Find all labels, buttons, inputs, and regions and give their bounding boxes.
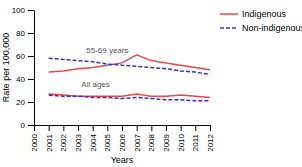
- legend-entry: Indigenous: [220, 9, 287, 19]
- y-tick-mark: [28, 102, 34, 103]
- x-tick-mark: [78, 125, 79, 131]
- x-tick-mark: [151, 125, 152, 131]
- x-tick: 2003: [74, 125, 83, 152]
- y-tick: 100: [12, 6, 34, 15]
- y-tick-mark: [28, 10, 34, 11]
- x-tick-label: 2010: [177, 133, 186, 151]
- legend-swatch: [220, 27, 238, 29]
- y-axis-line: [28, 11, 35, 126]
- x-tick: 2001: [45, 125, 54, 152]
- x-tick-mark: [166, 125, 167, 131]
- y-tick-mark: [28, 33, 34, 34]
- x-tick: 2007: [133, 125, 142, 152]
- x-tick-label: 2002: [59, 133, 68, 151]
- y-axis: 0 20 40 60 80 100: [12, 6, 35, 130]
- x-tick-label: 2007: [133, 133, 142, 151]
- y-tick-label: 20: [16, 98, 25, 107]
- y-tick-label: 100: [12, 6, 26, 15]
- x-tick-mark: [93, 125, 94, 131]
- annotations: 55-69 years All ages: [81, 46, 128, 90]
- x-axis-title: Years: [111, 155, 134, 165]
- x-tick: 2008: [147, 125, 156, 152]
- y-tick-label: 60: [16, 52, 25, 61]
- x-tick: 2004: [89, 125, 98, 152]
- x-tick-label: 2003: [74, 133, 83, 151]
- legend-entry: Non-indigenous: [220, 23, 302, 33]
- x-tick-mark: [49, 125, 50, 131]
- x-tick-label: 2004: [89, 133, 98, 151]
- lines: [49, 55, 210, 101]
- x-tick: 2012: [206, 125, 215, 152]
- x-tick-label: 2009: [162, 133, 171, 151]
- x-tick-label: 2008: [147, 133, 156, 151]
- y-axis-title: Rate per 100,000: [1, 33, 11, 103]
- y-tick: 40: [16, 75, 34, 84]
- x-tick-label: 2006: [118, 133, 127, 151]
- x-tick: 2009: [162, 125, 171, 152]
- series-line: [49, 95, 210, 101]
- y-tick-label: 0: [21, 121, 26, 130]
- x-tick-label: 2001: [45, 133, 54, 151]
- y-tick-mark: [28, 125, 34, 126]
- legend: Indigenous Non-indigenous: [220, 9, 302, 33]
- legend-swatch: [220, 13, 238, 15]
- x-tick-mark: [137, 125, 138, 131]
- x-tick-label: 2005: [103, 133, 112, 151]
- y-tick-mark: [28, 56, 34, 57]
- y-tick: 80: [16, 29, 34, 38]
- x-tick-mark: [181, 125, 182, 131]
- x-tick-label: 2011: [191, 133, 200, 151]
- plot: 2000 2001 2002 2003 2004 2005 2006 2007 2008 2009…: [12, 6, 215, 152]
- x-tick: 2002: [59, 125, 68, 152]
- x-tick-label: 2012: [206, 133, 215, 151]
- x-tick: 2006: [118, 125, 127, 152]
- series-line: [49, 55, 210, 72]
- x-tick: 2005: [103, 125, 112, 152]
- x-tick-mark: [195, 125, 196, 131]
- x-tick-mark: [210, 125, 211, 131]
- legend-label: Indigenous: [242, 9, 287, 19]
- x-tick: 2000: [30, 125, 39, 152]
- annotation: All ages: [81, 80, 109, 89]
- y-tick-label: 80: [16, 29, 25, 38]
- y-tick-label: 40: [16, 75, 25, 84]
- annotation: 55-69 years: [86, 46, 128, 55]
- x-tick-label: 2000: [30, 133, 39, 151]
- y-tick: 60: [16, 52, 34, 61]
- x-tick-mark: [122, 125, 123, 131]
- y-tick-mark: [28, 79, 34, 80]
- legend-label: Non-indigenous: [242, 23, 302, 33]
- x-axis-line: [35, 126, 211, 132]
- x-tick: 2010: [177, 125, 186, 152]
- y-tick: 0: [21, 121, 34, 130]
- y-tick: 20: [16, 98, 34, 107]
- x-tick-mark: [107, 125, 108, 131]
- chart: 2000 2001 2002 2003 2004 2005 2006 2007 2008 2009…: [0, 0, 302, 167]
- x-tick: 2011: [191, 125, 200, 151]
- series-line: [49, 58, 210, 74]
- x-axis: 2000 2001 2002 2003 2004 2005 2006 2007 2008 2009…: [30, 125, 215, 152]
- x-tick-mark: [63, 125, 64, 131]
